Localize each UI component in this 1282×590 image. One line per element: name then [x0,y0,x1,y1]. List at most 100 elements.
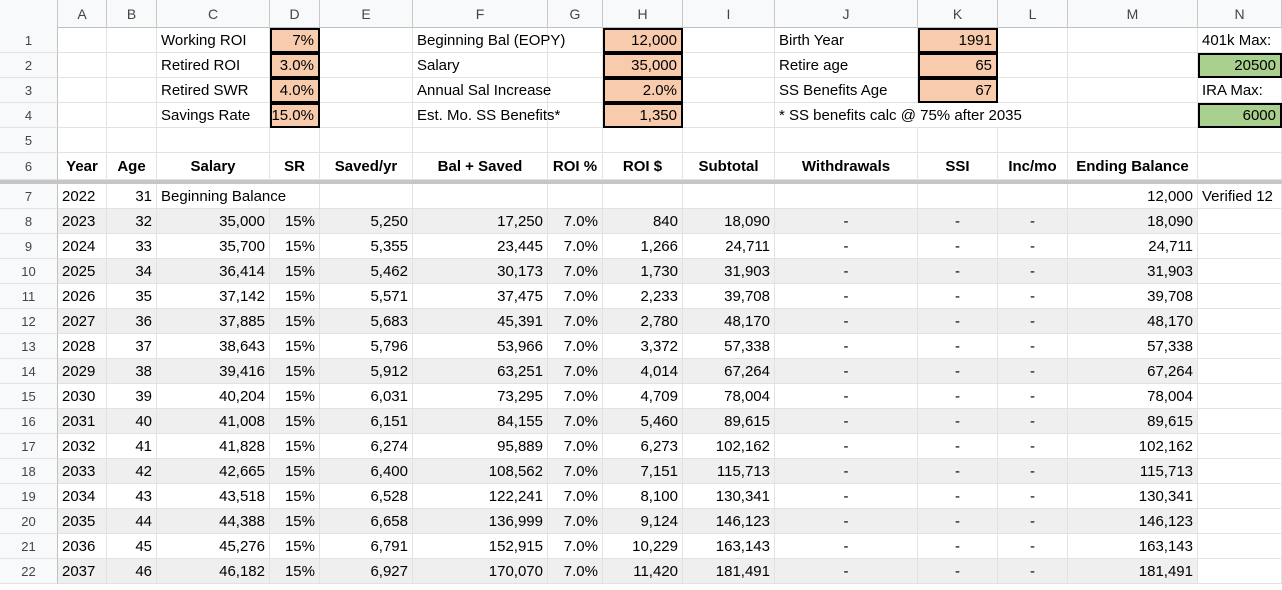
cell-subtotal[interactable]: 48,170 [683,309,775,334]
cell-year[interactable]: 2028 [58,334,107,359]
cell-year[interactable]: 2031 [58,409,107,434]
cell-age[interactable]: 39 [107,384,157,409]
row-number[interactable]: 20 [0,509,58,534]
cell-sr[interactable]: 15% [270,534,320,559]
cell-inc-mo[interactable]: - [998,209,1068,234]
verified-note[interactable]: Verified 12 [1198,184,1282,209]
cell-saved-yr[interactable]: 5,250 [320,209,413,234]
cell-i7[interactable] [683,184,775,209]
col-header-n[interactable]: N [1198,0,1282,28]
cell-roi-pct[interactable]: 7.0% [548,359,603,384]
col-header-j[interactable]: J [775,0,918,28]
col-header-l[interactable]: L [998,0,1068,28]
cell-subtotal[interactable]: 89,615 [683,409,775,434]
cell-sr[interactable]: 15% [270,384,320,409]
cell-ssi[interactable]: - [918,509,998,534]
savings-rate-label[interactable]: Savings Rate [157,103,270,128]
row-number[interactable]: 4 [0,103,58,128]
cell-e7[interactable] [320,184,413,209]
birth-year-label[interactable]: Birth Year [775,28,918,53]
cell-withdrawals[interactable]: - [775,384,918,409]
row-number[interactable]: 3 [0,78,58,103]
select-all-corner[interactable] [0,0,58,28]
cell-ending-balance[interactable]: 115,713 [1068,459,1198,484]
cell-bal-saved[interactable]: 53,966 [413,334,548,359]
cell-ssi[interactable]: - [918,259,998,284]
cell-bal-saved[interactable]: 37,475 [413,284,548,309]
ss-age-label[interactable]: SS Benefits Age [775,78,918,103]
cell-l5[interactable] [998,128,1068,153]
cell-inc-mo[interactable]: - [998,409,1068,434]
header-year[interactable]: Year [58,153,107,180]
cell-roi-pct[interactable]: 7.0% [548,334,603,359]
cell-bal-saved[interactable]: 45,391 [413,309,548,334]
header-subtotal[interactable]: Subtotal [683,153,775,180]
cell-subtotal[interactable]: 78,004 [683,384,775,409]
salary-label[interactable]: Salary [413,53,548,78]
col-header-m[interactable]: M [1068,0,1198,28]
cell-subtotal[interactable]: 24,711 [683,234,775,259]
cell-age[interactable]: 41 [107,434,157,459]
cell-roi-pct[interactable]: 7.0% [548,284,603,309]
cell-i4[interactable] [683,103,775,128]
cell-m2[interactable] [1068,53,1198,78]
cell-n[interactable] [1198,284,1282,309]
cell-salary[interactable]: 35,700 [157,234,270,259]
cell-sr[interactable]: 15% [270,559,320,584]
ss-benefits-input[interactable]: 1,350 [603,103,683,128]
cell-inc-mo[interactable]: - [998,534,1068,559]
col-header-c[interactable]: C [157,0,270,28]
cell-sr[interactable]: 15% [270,509,320,534]
cell-bal-saved[interactable]: 152,915 [413,534,548,559]
cell-c5[interactable] [157,128,270,153]
cell-n[interactable] [1198,534,1282,559]
cell-n[interactable] [1198,209,1282,234]
row-number[interactable]: 1 [0,28,58,53]
cell-withdrawals[interactable]: - [775,234,918,259]
cell-n[interactable] [1198,409,1282,434]
cell-b2[interactable] [107,53,157,78]
cell-year[interactable]: 2033 [58,459,107,484]
cell-roi-dollar[interactable]: 4,014 [603,359,683,384]
cell-bal-saved[interactable]: 73,295 [413,384,548,409]
cell-ssi[interactable]: - [918,334,998,359]
header-ssi[interactable]: SSI [918,153,998,180]
cell-subtotal[interactable]: 163,143 [683,534,775,559]
cell-withdrawals[interactable]: - [775,434,918,459]
cell-ssi[interactable]: - [918,359,998,384]
cell-j7[interactable] [775,184,918,209]
retire-age-label[interactable]: Retire age [775,53,918,78]
savings-rate-input[interactable]: 15.0% [270,103,320,128]
cell-ending-balance[interactable]: 31,903 [1068,259,1198,284]
cell-b1[interactable] [107,28,157,53]
cell-inc-mo[interactable]: - [998,559,1068,584]
cell-ending-balance[interactable]: 130,341 [1068,484,1198,509]
cell-roi-dollar[interactable]: 7,151 [603,459,683,484]
cell-ending-balance[interactable]: 24,711 [1068,234,1198,259]
cell-m5[interactable] [1068,128,1198,153]
cell-inc-mo[interactable]: - [998,484,1068,509]
cell-withdrawals[interactable]: - [775,334,918,359]
cell-g3[interactable] [548,78,603,103]
row-number[interactable]: 19 [0,484,58,509]
header-saved-yr[interactable]: Saved/yr [320,153,413,180]
header-sr[interactable]: SR [270,153,320,180]
cell-year[interactable]: 2023 [58,209,107,234]
beginning-balance-label[interactable]: Beginning Balance [157,184,320,209]
cell-subtotal[interactable]: 57,338 [683,334,775,359]
cell-salary[interactable]: 45,276 [157,534,270,559]
cell-year[interactable]: 2027 [58,309,107,334]
cell-n[interactable] [1198,334,1282,359]
cell-g1[interactable] [548,28,603,53]
cell-bal-saved[interactable]: 108,562 [413,459,548,484]
cell-sr[interactable]: 15% [270,309,320,334]
cell-a1[interactable] [58,28,107,53]
cell-roi-pct[interactable]: 7.0% [548,434,603,459]
cell-bal-saved[interactable]: 17,250 [413,209,548,234]
cell-n[interactable] [1198,259,1282,284]
cell-salary[interactable]: 42,665 [157,459,270,484]
col-header-f[interactable]: F [413,0,548,28]
cell-i3[interactable] [683,78,775,103]
cell-n[interactable] [1198,234,1282,259]
cell-b3[interactable] [107,78,157,103]
